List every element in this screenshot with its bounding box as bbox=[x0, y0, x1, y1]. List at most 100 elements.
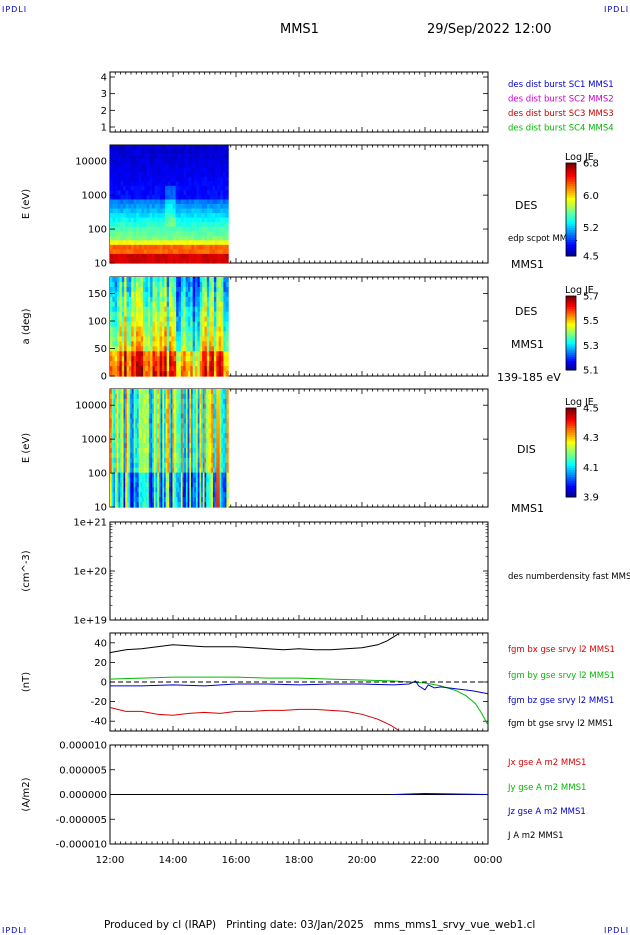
y-tick-label: 10 bbox=[94, 503, 107, 514]
y-tick-label: 100 bbox=[88, 469, 107, 480]
spectrogram-cell bbox=[226, 356, 229, 362]
spectrogram-cell bbox=[226, 473, 228, 479]
panel-label: DES bbox=[515, 199, 537, 212]
spectrogram-cell bbox=[226, 419, 228, 425]
legend-entry: des dist burst SC1 MMS1 bbox=[508, 80, 614, 90]
spectrogram-cell bbox=[226, 404, 228, 410]
spectrogram-cell bbox=[226, 497, 228, 503]
spectrogram-cell bbox=[226, 213, 229, 218]
spectrogram-cell bbox=[226, 245, 229, 250]
panel-label: DES bbox=[515, 305, 537, 318]
y-tick-label: 1000 bbox=[82, 191, 107, 202]
spectrogram-cell bbox=[226, 204, 229, 209]
colorbar-tick-label: 4.3 bbox=[583, 433, 599, 444]
colorbar-tick-label: 5.3 bbox=[583, 341, 599, 352]
legend-entry: des numberdensity fast MMS1 bbox=[508, 572, 630, 582]
spectrogram-cell bbox=[226, 438, 228, 444]
spectrogram-cell bbox=[226, 307, 229, 313]
spectrogram-cell bbox=[226, 399, 228, 405]
panel-sublabel: MMS1 bbox=[511, 338, 544, 351]
spectrogram-cell bbox=[226, 163, 229, 168]
spectrogram-cell bbox=[226, 249, 229, 254]
colorbar-tick-label: 5.5 bbox=[583, 316, 599, 327]
y-tick-label: 0 bbox=[101, 678, 107, 689]
spectrogram-cell bbox=[226, 346, 229, 352]
spectrogram-cell bbox=[226, 389, 228, 395]
spectrogram-cell bbox=[226, 482, 228, 488]
panel-label: DIS bbox=[517, 443, 536, 456]
spectrogram-cell bbox=[226, 181, 229, 186]
colorbar-tick-label: 6.0 bbox=[583, 191, 599, 202]
spectrogram-cell bbox=[226, 297, 229, 303]
y-tick-label: 150 bbox=[88, 289, 107, 300]
spectrogram-cell bbox=[226, 492, 228, 498]
y-tick-label: 3 bbox=[101, 89, 107, 100]
spectrogram-cell bbox=[226, 287, 229, 293]
spectrogram-cell bbox=[226, 468, 228, 474]
colorbar-tick-label: 4.5 bbox=[583, 252, 599, 263]
spectrogram-cell bbox=[226, 168, 229, 173]
spectrogram-cell bbox=[226, 292, 229, 298]
spectrogram-cell bbox=[226, 317, 229, 323]
y-tick-label: -20 bbox=[91, 697, 107, 708]
y-tick-label: 2 bbox=[101, 106, 107, 117]
panel-frame-0 bbox=[110, 72, 488, 132]
spectrogram-cell bbox=[226, 463, 228, 469]
spectrogram-cell bbox=[226, 331, 229, 337]
colorbar-tick-label: 4.1 bbox=[583, 463, 599, 474]
spectrogram-cell bbox=[226, 336, 229, 342]
spectrogram-cell bbox=[226, 361, 229, 367]
colorbar-tick-label: 4.5 bbox=[583, 404, 599, 415]
spectrogram-cell bbox=[226, 209, 229, 214]
spectrogram-cell bbox=[226, 458, 228, 464]
spectrogram-cell bbox=[226, 448, 228, 454]
spectrogram-cell bbox=[226, 409, 228, 415]
spectrogram-cell bbox=[226, 487, 228, 493]
panel-tail-label: MMS1 bbox=[511, 258, 544, 271]
spectrogram-cell bbox=[226, 371, 229, 377]
colorbar-tick-label: 5.7 bbox=[583, 292, 599, 303]
spectrogram-cell bbox=[226, 190, 229, 195]
y-tick-label: -40 bbox=[91, 717, 107, 728]
spectrogram-cell bbox=[226, 172, 229, 177]
spectrogram-cell bbox=[226, 236, 229, 241]
spectrogram-cell bbox=[226, 322, 229, 328]
colorbar-tick-label: 5.1 bbox=[583, 366, 599, 377]
spectrogram-cell bbox=[226, 240, 229, 245]
spectrogram-cell bbox=[226, 177, 229, 182]
panel-frame-4 bbox=[110, 522, 488, 620]
spectrogram-cell bbox=[226, 159, 229, 164]
spectrogram-cell bbox=[226, 428, 228, 434]
legend-entry: des dist burst SC2 MMS2 bbox=[508, 95, 614, 105]
spectrogram-cell bbox=[226, 218, 229, 223]
spectrogram-cell bbox=[226, 199, 229, 204]
legend-entry: des dist burst SC4 MMS4 bbox=[508, 124, 614, 134]
y-tick-label: 10000 bbox=[75, 401, 107, 412]
spectrogram-cell bbox=[226, 478, 228, 484]
panel-tail-label: 139-185 eV bbox=[497, 371, 561, 384]
spectrogram-cell bbox=[226, 227, 229, 232]
spectrogram-cell bbox=[226, 414, 228, 420]
spectrogram-cell bbox=[226, 282, 229, 288]
y-tick-label: 1000 bbox=[82, 435, 107, 446]
spectrogram-cell bbox=[226, 258, 229, 263]
spectrogram-cell bbox=[226, 277, 229, 283]
y-tick-label: 10 bbox=[94, 259, 107, 270]
y-axis-label: a (deg) bbox=[21, 308, 32, 344]
colorbar-tick-label: 6.8 bbox=[583, 159, 599, 170]
y-tick-label: 1e+19 bbox=[73, 616, 107, 627]
spectrogram-cell bbox=[226, 394, 228, 400]
spectrogram-cell bbox=[226, 366, 229, 372]
spectrogram-cell bbox=[226, 312, 229, 318]
y-tick-label: 0 bbox=[101, 372, 107, 383]
colorbar-tick-label: 5.2 bbox=[583, 223, 599, 234]
spectrogram-cell bbox=[226, 302, 229, 308]
spectrogram-cell bbox=[226, 186, 229, 191]
y-tick-label: 100 bbox=[88, 317, 107, 328]
spectrogram-cell bbox=[226, 154, 229, 159]
y-tick-label: 40 bbox=[94, 638, 107, 649]
spectrogram-cell bbox=[226, 145, 229, 150]
spectrogram-cell bbox=[226, 433, 228, 439]
